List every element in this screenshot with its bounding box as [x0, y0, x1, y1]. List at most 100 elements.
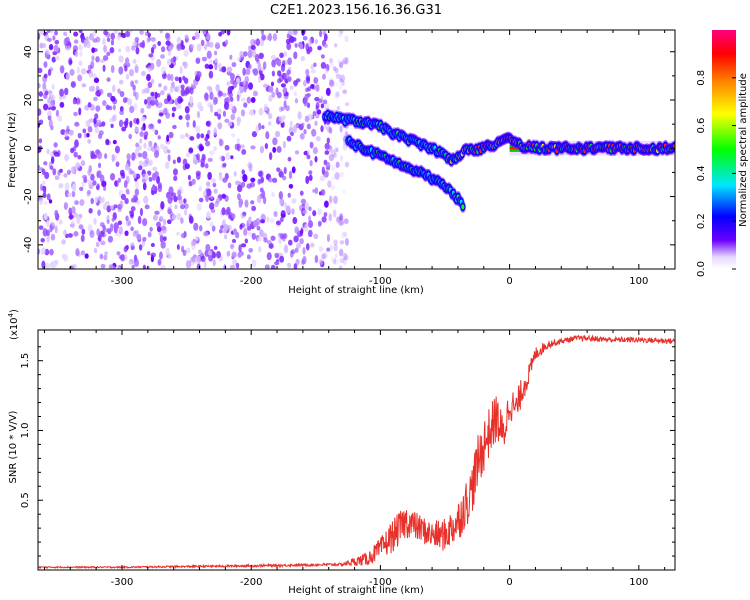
noise-mark [156, 58, 162, 68]
noise-mark [171, 112, 175, 118]
noise-mark [103, 45, 107, 53]
noise-mark [283, 244, 289, 253]
noise-mark [279, 197, 284, 206]
noise-mark [288, 183, 294, 189]
noise-mark [124, 230, 129, 237]
noise-mark [206, 120, 212, 127]
noise-mark [307, 86, 312, 92]
noise-mark [305, 68, 310, 76]
noise-mark [207, 250, 212, 256]
noise-mark [158, 104, 162, 109]
noise-mark [49, 165, 54, 171]
noise-mark [329, 244, 333, 252]
noise-mark [322, 73, 326, 80]
noise-mark [297, 111, 302, 120]
noise-mark [74, 142, 79, 148]
noise-mark [214, 42, 221, 50]
noise-mark [95, 36, 101, 43]
spectrogram-frame [37, 29, 676, 270]
noise-mark [120, 254, 125, 262]
noise-mark [184, 34, 189, 40]
noise-mark [291, 166, 296, 174]
noise-mark [335, 161, 340, 169]
noise-mark [292, 125, 297, 133]
noise-mark [286, 135, 292, 142]
noise-mark [38, 145, 43, 151]
noise-mark [178, 200, 183, 205]
noise-mark [314, 120, 318, 127]
noise-mark [330, 184, 336, 191]
noise-mark [302, 209, 308, 215]
noise-mark [59, 88, 64, 97]
noise-mark [124, 121, 128, 129]
noise-mark [305, 175, 310, 185]
noise-mark [71, 206, 76, 214]
noise-mark [137, 152, 143, 158]
noise-mark [148, 140, 153, 148]
noise-mark [77, 132, 82, 139]
noise-mark [221, 155, 225, 162]
noise-mark [333, 195, 338, 205]
noise-mark [320, 61, 327, 69]
snr-plot-area [38, 330, 675, 570]
noise-mark [302, 35, 308, 41]
noise-mark [213, 188, 218, 194]
noise-mark [195, 172, 201, 180]
noise-mark [50, 233, 56, 241]
noise-mark [54, 259, 59, 266]
noise-mark [266, 216, 270, 223]
noise-mark [254, 53, 260, 62]
noise-mark [189, 87, 194, 95]
noise-mark [211, 178, 216, 184]
noise-mark [281, 115, 286, 120]
noise-mark [304, 202, 309, 211]
noise-mark [345, 238, 350, 246]
noise-mark [317, 221, 322, 227]
noise-mark [176, 213, 182, 221]
noise-mark [308, 38, 312, 46]
noise-mark [117, 265, 121, 269]
noise-mark [344, 255, 350, 261]
noise-mark [328, 195, 333, 204]
noise-mark [99, 233, 105, 238]
noise-mark [192, 153, 196, 161]
noise-mark [176, 43, 182, 52]
noise-mark [344, 102, 350, 107]
noise-mark [73, 231, 79, 237]
noise-mark [172, 168, 178, 176]
noise-mark [106, 205, 112, 213]
noise-mark [287, 57, 292, 66]
noise-mark [47, 115, 52, 121]
noise-mark [79, 51, 83, 57]
noise-mark [52, 168, 57, 176]
noise-mark [246, 96, 252, 104]
noise-mark [247, 49, 253, 59]
noise-mark [243, 84, 247, 93]
noise-mark [73, 151, 78, 158]
noise-mark [270, 81, 274, 87]
noise-mark [118, 66, 124, 75]
noise-mark [140, 107, 145, 114]
noise-mark [165, 161, 170, 170]
noise-mark [274, 261, 280, 266]
noise-mark [189, 103, 194, 108]
noise-mark [342, 231, 348, 238]
noise-mark [137, 215, 142, 225]
noise-mark [40, 237, 45, 243]
noise-mark [106, 219, 110, 225]
noise-mark [293, 30, 298, 36]
noise-mark [205, 244, 211, 252]
noise-mark [136, 118, 140, 125]
noise-mark [247, 231, 253, 236]
noise-mark [224, 194, 229, 202]
noise-mark [189, 95, 194, 105]
noise-mark [323, 33, 328, 42]
noise-mark [318, 258, 324, 265]
noise-mark [178, 76, 182, 84]
noise-mark [338, 83, 343, 91]
noise-mark [87, 139, 92, 144]
noise-mark [312, 210, 317, 217]
noise-mark [63, 37, 68, 47]
noise-mark [268, 112, 273, 120]
noise-mark [248, 216, 252, 225]
